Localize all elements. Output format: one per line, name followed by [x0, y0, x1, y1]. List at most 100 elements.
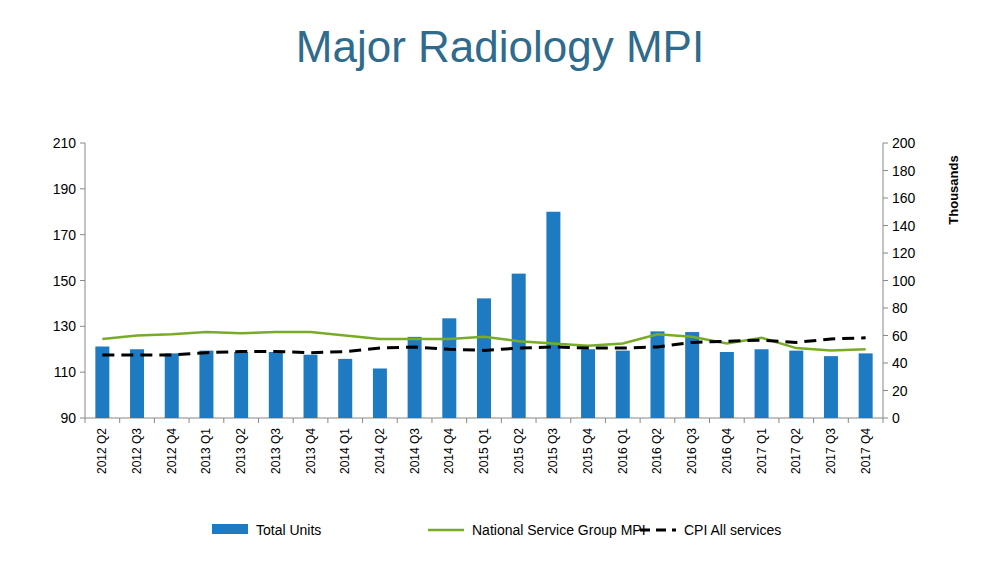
- x-tick-label: 2017 Q3: [824, 428, 838, 474]
- y-tick: [80, 234, 85, 235]
- y2-tick: [883, 225, 888, 226]
- bar: [199, 351, 213, 418]
- y2-tick: [883, 170, 888, 171]
- bar: [477, 298, 491, 418]
- x-tick-label: 2017 Q1: [755, 428, 769, 474]
- x-tick-label: 2013 Q4: [304, 428, 318, 474]
- legend-swatch: [428, 529, 464, 532]
- x-tick: [605, 418, 606, 423]
- y2-tick-label: 160: [892, 190, 916, 206]
- y-tick: [80, 372, 85, 373]
- bar: [720, 352, 734, 418]
- x-tick-label: 2013 Q3: [269, 428, 283, 474]
- y-tick-label: 170: [53, 227, 77, 243]
- bar: [789, 351, 803, 418]
- y-tick-label: 190: [53, 181, 77, 197]
- x-tick: [536, 418, 537, 423]
- y-tick-label: 110: [54, 364, 77, 380]
- y2-tick-label: 140: [892, 218, 916, 234]
- x-tick-label: 2012 Q2: [95, 428, 109, 474]
- legend-label: CPI All services: [684, 522, 781, 538]
- x-tick-label: 2014 Q4: [442, 428, 456, 474]
- y2-tick-label: 180: [892, 163, 916, 179]
- y-tick-label: 90: [60, 410, 76, 426]
- y2-tick: [883, 143, 888, 144]
- x-tick: [848, 418, 849, 423]
- bar: [304, 355, 318, 418]
- bar: [165, 353, 179, 418]
- y-tick: [80, 326, 85, 327]
- y-tick: [80, 418, 85, 419]
- x-tick-label: 2015 Q2: [512, 428, 526, 474]
- y2-tick-label: 200: [892, 135, 916, 151]
- x-tick-label: 2014 Q2: [373, 428, 387, 474]
- bar: [338, 359, 352, 418]
- bar: [95, 347, 109, 419]
- y-tick-label: 150: [53, 273, 77, 289]
- x-tick-label: 2016 Q2: [650, 428, 664, 474]
- bar: [442, 318, 456, 418]
- legend-swatch: [212, 524, 248, 534]
- y2-tick: [883, 280, 888, 281]
- y2-tick-label: 80: [892, 300, 908, 316]
- x-tick: [778, 418, 779, 423]
- y2-tick-label: 100: [892, 273, 916, 289]
- x-tick: [501, 418, 502, 423]
- bar: [581, 349, 595, 418]
- y2-tick: [883, 198, 888, 199]
- x-tick-label: 2017 Q4: [859, 428, 873, 474]
- bar: [755, 349, 769, 418]
- x-tick-label: 2015 Q4: [581, 428, 595, 474]
- y2-tick: [883, 308, 888, 309]
- x-tick: [744, 418, 745, 423]
- chart: Major Radiology MPI901101301501701902100…: [0, 0, 1000, 574]
- y2-tick-label: 60: [892, 328, 908, 344]
- y2-tick: [883, 363, 888, 364]
- bar: [859, 353, 873, 418]
- plot-area: [95, 212, 872, 418]
- y2-tick: [883, 335, 888, 336]
- bar: [650, 331, 664, 418]
- x-tick: [327, 418, 328, 423]
- bar: [616, 351, 630, 418]
- x-tick-label: 2012 Q4: [165, 428, 179, 474]
- y-tick-label: 130: [53, 318, 77, 334]
- y-tick: [80, 188, 85, 189]
- x-tick-label: 2013 Q1: [199, 428, 213, 474]
- x-tick: [709, 418, 710, 423]
- y2-tick-label: 120: [892, 245, 916, 261]
- bar: [546, 212, 560, 418]
- bar: [373, 369, 387, 419]
- y2-tick: [883, 253, 888, 254]
- bar: [512, 274, 526, 418]
- bar: [130, 349, 144, 418]
- x-tick: [223, 418, 224, 423]
- x-tick: [431, 418, 432, 423]
- y2-axis-label: Thousands: [946, 155, 961, 224]
- x-tick: [813, 418, 814, 423]
- y2-tick-label: 20: [892, 383, 908, 399]
- y2-tick: [883, 390, 888, 391]
- legend: Total UnitsNational Service Group MPICPI…: [212, 522, 781, 538]
- bar: [408, 337, 422, 418]
- bar: [685, 332, 699, 418]
- y2-tick-label: 0: [892, 410, 900, 426]
- x-tick: [640, 418, 641, 423]
- legend-swatch: [640, 529, 676, 532]
- x-tick: [466, 418, 467, 423]
- y2-tick: [883, 418, 888, 419]
- x-tick-label: 2016 Q4: [720, 428, 734, 474]
- x-tick-label: 2015 Q1: [477, 428, 491, 474]
- x-tick: [293, 418, 294, 423]
- legend-label: National Service Group MPI: [472, 522, 646, 538]
- x-tick-label: 2017 Q2: [789, 428, 803, 474]
- title: Major Radiology MPI: [296, 22, 704, 71]
- bar: [824, 356, 838, 418]
- x-tick-label: 2015 Q3: [546, 428, 560, 474]
- x-tick-label: 2012 Q3: [130, 428, 144, 474]
- x-tick-label: 2016 Q1: [616, 428, 630, 474]
- line: [102, 338, 865, 355]
- bar: [234, 352, 248, 418]
- bar: [269, 352, 283, 418]
- y-tick: [80, 280, 85, 281]
